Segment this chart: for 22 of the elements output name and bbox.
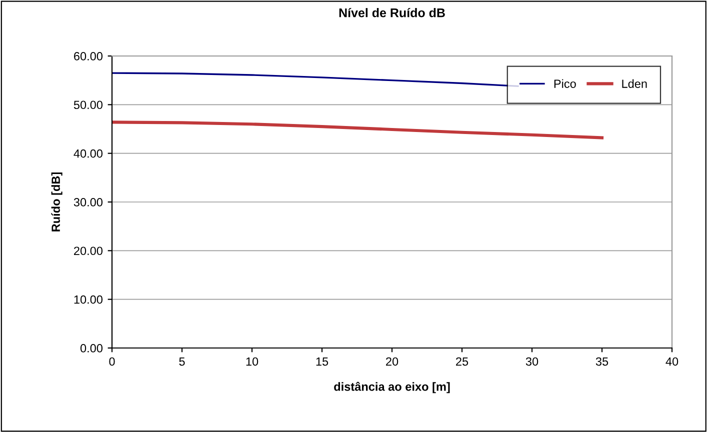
y-tick-label: 50.00 [74,100,103,110]
x-tick-label: 35 [596,357,608,366]
x-tick-label: 20 [386,357,398,366]
x-tick-label: 15 [316,357,328,366]
y-tick-label: 10.00 [74,295,103,304]
y-tick-label: 60.00 [74,52,103,60]
y-tick-label: 0.00 [80,344,103,352]
chart-title: Nível de Ruído dB [339,8,445,18]
y-axis-title: Ruído [dB] [51,172,62,232]
x-tick-label: 40 [666,357,678,366]
y-tick-label: 30.00 [74,198,103,206]
x-tick-label: 25 [456,357,468,366]
line-series [112,120,604,140]
legend-label: Lden [622,79,647,88]
x-tick-label: 30 [526,357,538,366]
y-tick-label: 20.00 [74,246,103,256]
x-tick-label: 0 [109,357,115,366]
legend-label: Pico [554,79,576,88]
y-tick-label: 40.00 [74,149,103,158]
x-tick-label: 10 [246,357,258,366]
x-axis-title: distância ao eixo [m] [334,382,450,394]
x-tick-label: 5 [179,357,185,366]
